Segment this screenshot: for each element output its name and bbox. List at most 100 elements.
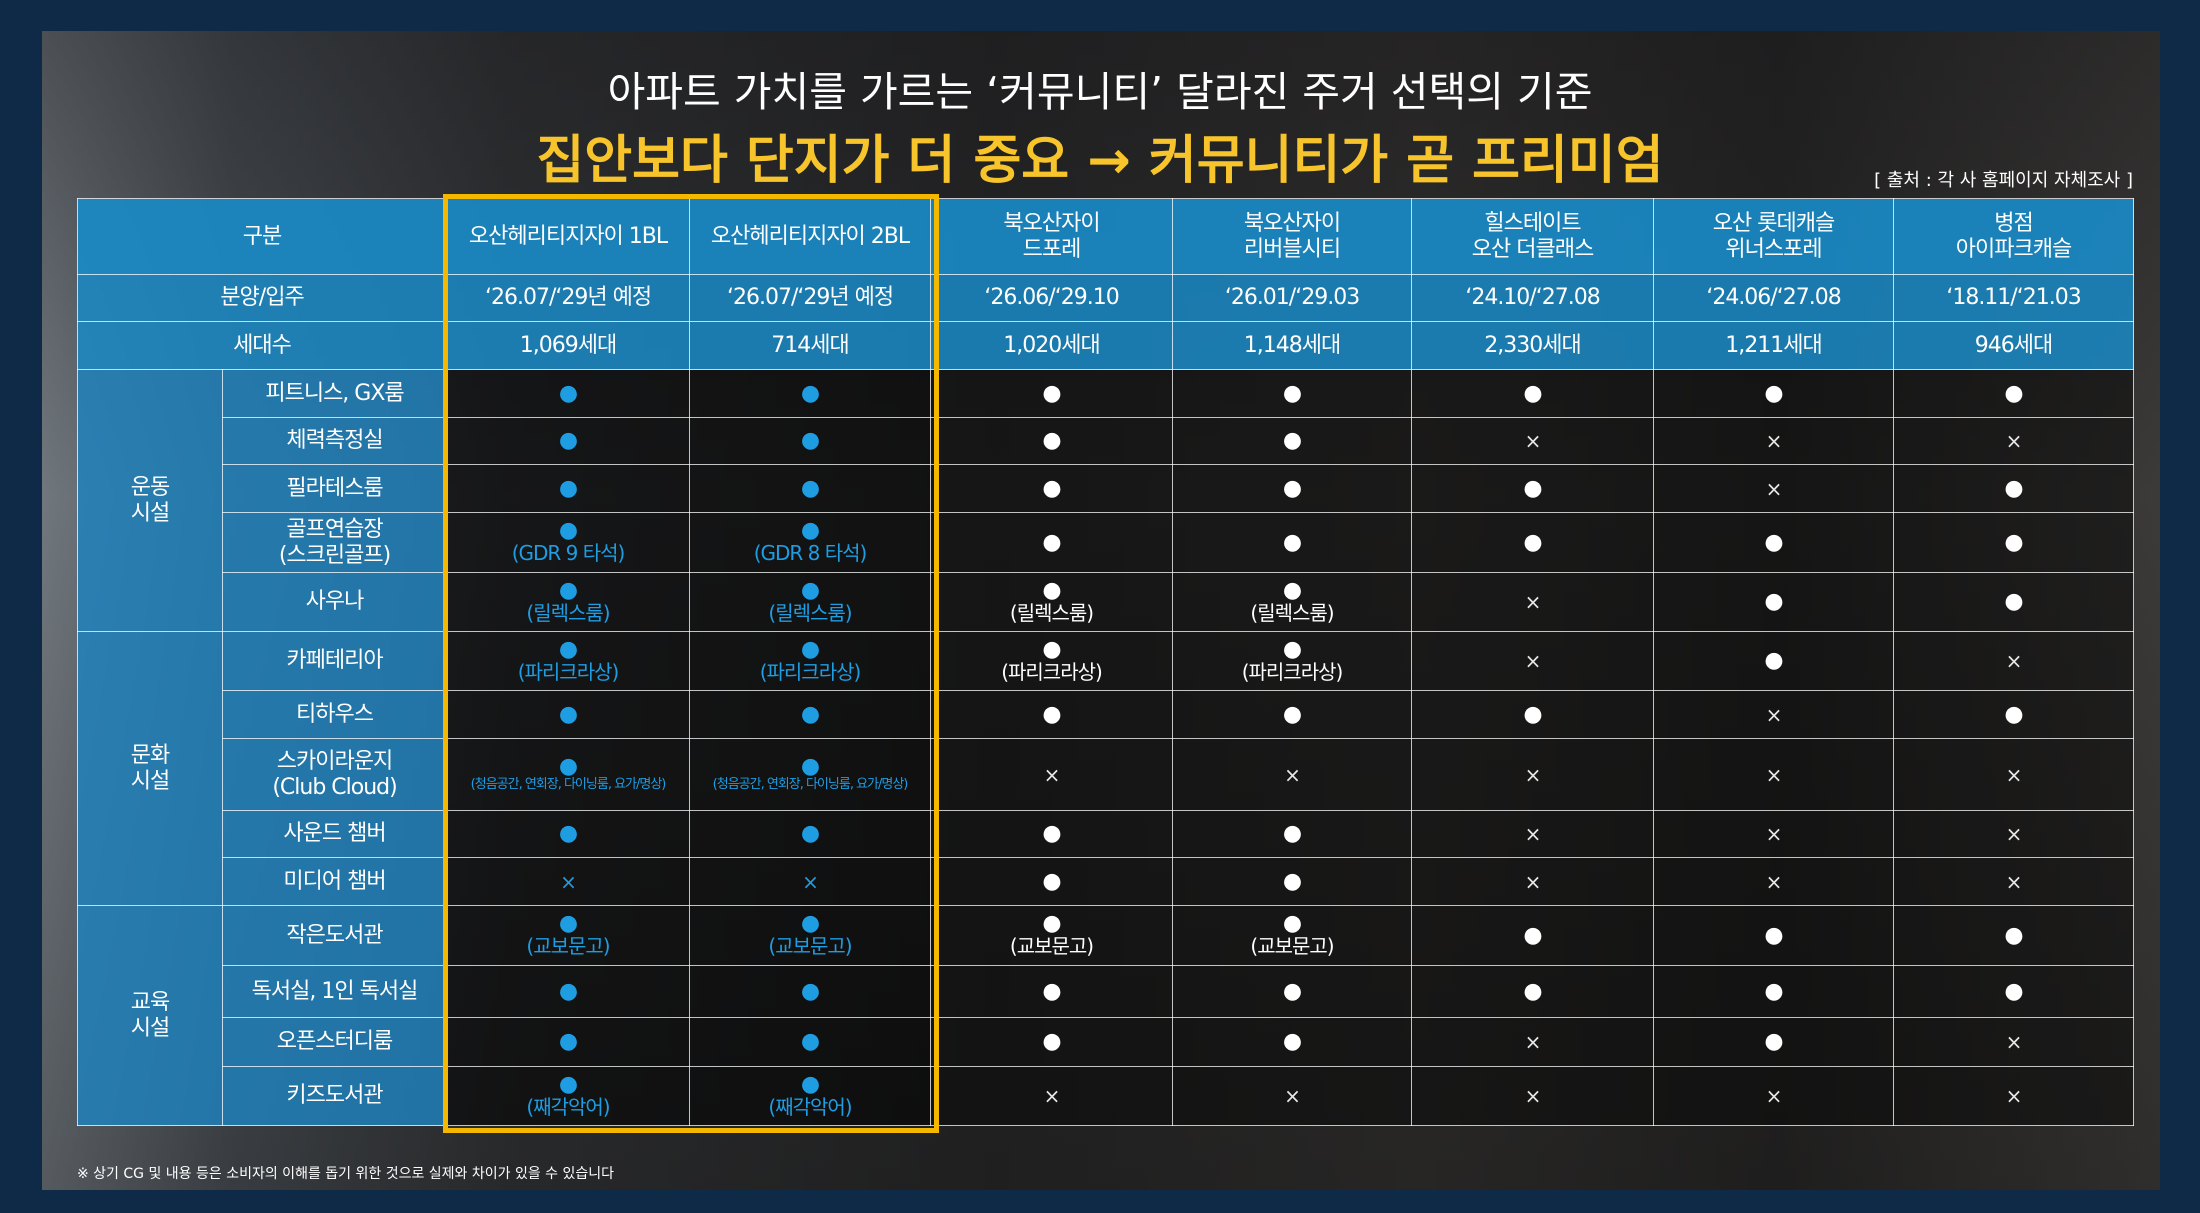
availability-symbol: ● xyxy=(1042,636,1061,662)
data-cell: ● xyxy=(446,369,691,418)
availability-symbol: × xyxy=(1765,702,1783,727)
availability-symbol: ● xyxy=(1282,911,1302,936)
row-label: 골프연습장 (스크린골프) xyxy=(221,512,448,573)
availability-symbol: × xyxy=(1524,762,1542,787)
data-cell: ● xyxy=(930,1017,1174,1067)
data-cell: ● xyxy=(1893,905,2135,966)
info-cell: ‘26.06/‘29.10 xyxy=(930,274,1174,322)
data-cell: ● xyxy=(1411,965,1655,1018)
data-cell: ● xyxy=(1172,965,1413,1018)
info-cell: 1,148세대 xyxy=(1172,321,1413,370)
availability-symbol: ● xyxy=(2004,380,2023,406)
data-cell: × xyxy=(1653,1066,1895,1126)
info-cell: ‘26.07/‘29년 예정 xyxy=(689,274,932,322)
availability-symbol: ● xyxy=(2004,475,2023,501)
data-cell: × xyxy=(1653,810,1895,858)
data-cell: ● xyxy=(1893,572,2135,632)
column-header: 북오산자이 리버블시티 xyxy=(1172,198,1413,275)
data-cell: ● xyxy=(1893,690,2135,739)
table-row: 키즈도서관 ● (째각악어) ● (째각악어) × × × × × xyxy=(78,1066,2135,1126)
cell-note: (파리크라상) xyxy=(517,659,620,684)
availability-symbol: × xyxy=(802,869,819,894)
data-cell: × xyxy=(930,738,1174,811)
availability-symbol: ● xyxy=(1282,868,1302,894)
row-label: 오픈스터디룸 xyxy=(221,1017,448,1067)
availability-symbol: ● xyxy=(1282,1029,1302,1054)
table-row: 사우나 ● (릴렉스룸) ● (릴렉스룸) ● (릴렉스룸) ● (릴렉스룸) × ● ● xyxy=(78,572,2135,632)
row-label: 사운드 챔버 xyxy=(221,810,448,858)
data-cell: ● xyxy=(930,369,1174,418)
data-cell: ● xyxy=(689,1017,932,1067)
data-cell: ● xyxy=(1653,965,1895,1018)
availability-symbol: ● xyxy=(558,380,578,406)
data-cell: × xyxy=(1411,417,1655,465)
availability-symbol: ● xyxy=(1042,911,1061,936)
table-row: 분양/입주 ‘26.07/‘29년 예정 ‘26.07/‘29년 예정 ‘26.06/… xyxy=(76,274,2135,322)
info-cell: 714세대 xyxy=(689,321,932,370)
data-cell: ● xyxy=(1172,857,1413,906)
data-cell: ● (째각악어) xyxy=(446,1066,691,1126)
data-cell: × xyxy=(1411,631,1655,691)
data-cell: × xyxy=(1653,464,1895,513)
cell-note: (릴렉스룸) xyxy=(768,600,852,625)
data-cell: × xyxy=(1653,690,1895,739)
column-header: 오산 롯데캐슬 위너스포레 xyxy=(1653,198,1895,275)
data-cell: ● (릴렉스룸) xyxy=(446,572,691,632)
data-cell: × xyxy=(689,857,932,906)
data-cell: ● xyxy=(1411,512,1655,573)
availability-symbol: ● xyxy=(800,475,820,501)
column-header: 힐스테이트 오산 더클래스 xyxy=(1411,198,1655,275)
column-header: 오산헤리티지자이 1BL xyxy=(446,198,691,275)
corner-cell: 구분 xyxy=(76,198,448,275)
info-cell: 946세대 xyxy=(1893,321,2135,370)
group-label: 문화 시설 xyxy=(77,631,223,906)
availability-symbol: ● xyxy=(800,1071,820,1097)
data-cell: ● xyxy=(1653,905,1895,966)
availability-symbol: ● xyxy=(558,1029,578,1054)
availability-symbol: × xyxy=(1524,1084,1542,1108)
data-cell: ● xyxy=(446,965,691,1018)
availability-symbol: ● xyxy=(1764,1029,1783,1054)
cell-note: (파리크라상) xyxy=(1001,659,1103,684)
availability-symbol: ● xyxy=(2004,589,2023,614)
availability-symbol: ● xyxy=(558,518,578,543)
cell-note: (째각악어) xyxy=(768,1094,852,1119)
data-cell: ● xyxy=(1653,512,1895,573)
data-cell: ● (릴렉스룸) xyxy=(1172,572,1413,632)
data-cell: ● xyxy=(1893,965,2135,1018)
availability-symbol: × xyxy=(1284,1084,1301,1108)
info-cell: 1,020세대 xyxy=(930,321,1174,370)
availability-symbol: ● xyxy=(1523,978,1542,1004)
availability-symbol: ● xyxy=(800,636,820,662)
availability-symbol: × xyxy=(1765,429,1783,453)
data-cell: ● xyxy=(1172,1017,1413,1067)
availability-symbol: × xyxy=(560,869,577,894)
data-cell: ● (파리크라상) xyxy=(446,631,691,691)
data-cell: ● xyxy=(1653,572,1895,632)
source: [ 출처 : 각 사 홈페이지 자체조사 ] xyxy=(1874,170,2133,191)
data-cell: ● xyxy=(1893,464,2135,513)
availability-symbol: ● xyxy=(558,911,578,936)
data-cell: × xyxy=(1411,738,1655,811)
availability-symbol: × xyxy=(1524,649,1542,673)
availability-symbol: ● xyxy=(1042,1029,1061,1054)
availability-symbol: × xyxy=(2005,869,2023,894)
availability-symbol: ● xyxy=(2004,529,2023,555)
availability-symbol: × xyxy=(2005,429,2023,453)
data-cell: ● (교보문고) xyxy=(930,905,1174,966)
row-label: 티하우스 xyxy=(221,690,448,739)
cell-note: (GDR 8 타석) xyxy=(753,541,868,565)
row-label: 미디어 챔버 xyxy=(221,857,448,906)
data-cell: ● xyxy=(930,857,1174,906)
availability-symbol: ● xyxy=(1523,701,1542,727)
column-header: 오산헤리티지자이 2BL xyxy=(689,198,932,275)
row-label: 피트니스, GX룸 xyxy=(221,369,448,418)
row-label: 카페테리아 xyxy=(221,631,448,691)
data-cell: ● xyxy=(1653,631,1895,691)
row-label: 체력측정실 xyxy=(221,417,448,465)
table-row: 세대수 1,069세대 714세대 1,020세대 1,148세대 2,330세대 1,21… xyxy=(76,321,2135,370)
data-cell: ● xyxy=(930,512,1174,573)
data-cell: ● xyxy=(930,417,1174,465)
table-row: 오픈스터디룸 ● ● ● ● × ● × xyxy=(78,1017,2135,1067)
table-row: 문화 시설 카페테리아 ● (파리크라상) ● (파리크라상) ● (파리크라상) ● (파리크라… xyxy=(77,631,2135,906)
